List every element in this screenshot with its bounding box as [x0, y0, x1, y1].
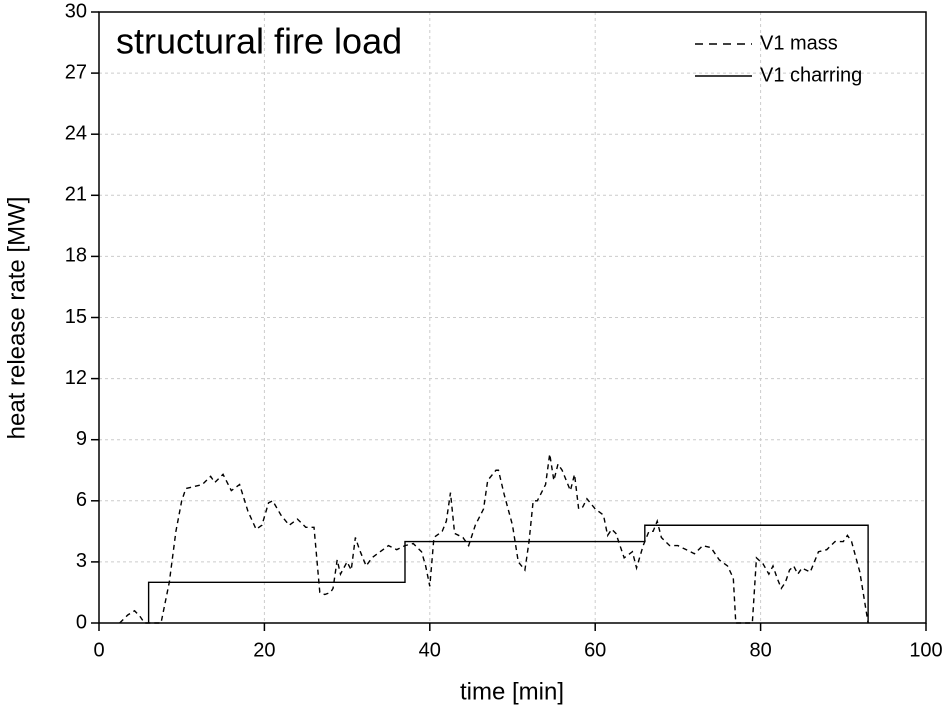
x-tick-label: 80	[749, 639, 771, 661]
y-tick-label: 12	[65, 367, 87, 389]
y-axis-label: heat release rate [MW]	[3, 197, 30, 440]
y-tick-label: 3	[76, 550, 87, 572]
y-tick-label: 30	[65, 0, 87, 22]
x-tick-label: 0	[93, 639, 104, 661]
y-tick-label: 27	[65, 61, 87, 83]
series-line	[119, 453, 869, 624]
y-tick-label: 18	[65, 245, 87, 267]
y-tick-label: 0	[76, 611, 87, 633]
x-axis-label: time [min]	[460, 678, 564, 705]
y-tick-label: 24	[65, 122, 87, 144]
x-tick-label: 20	[253, 639, 275, 661]
x-tick-label: 100	[909, 639, 942, 661]
series-line	[147, 524, 869, 623]
y-tick-label: 9	[76, 428, 87, 450]
legend-label: V1 mass	[760, 32, 838, 54]
x-tick-label: 60	[584, 639, 606, 661]
y-tick-label: 21	[65, 184, 87, 206]
x-tick-label: 40	[419, 639, 441, 661]
legend-label: V1 charring	[760, 64, 862, 86]
plot-frame	[98, 11, 927, 624]
chart-title: structural fire load	[116, 21, 402, 62]
y-tick-label: 6	[76, 489, 87, 511]
y-tick-label: 15	[65, 306, 87, 328]
